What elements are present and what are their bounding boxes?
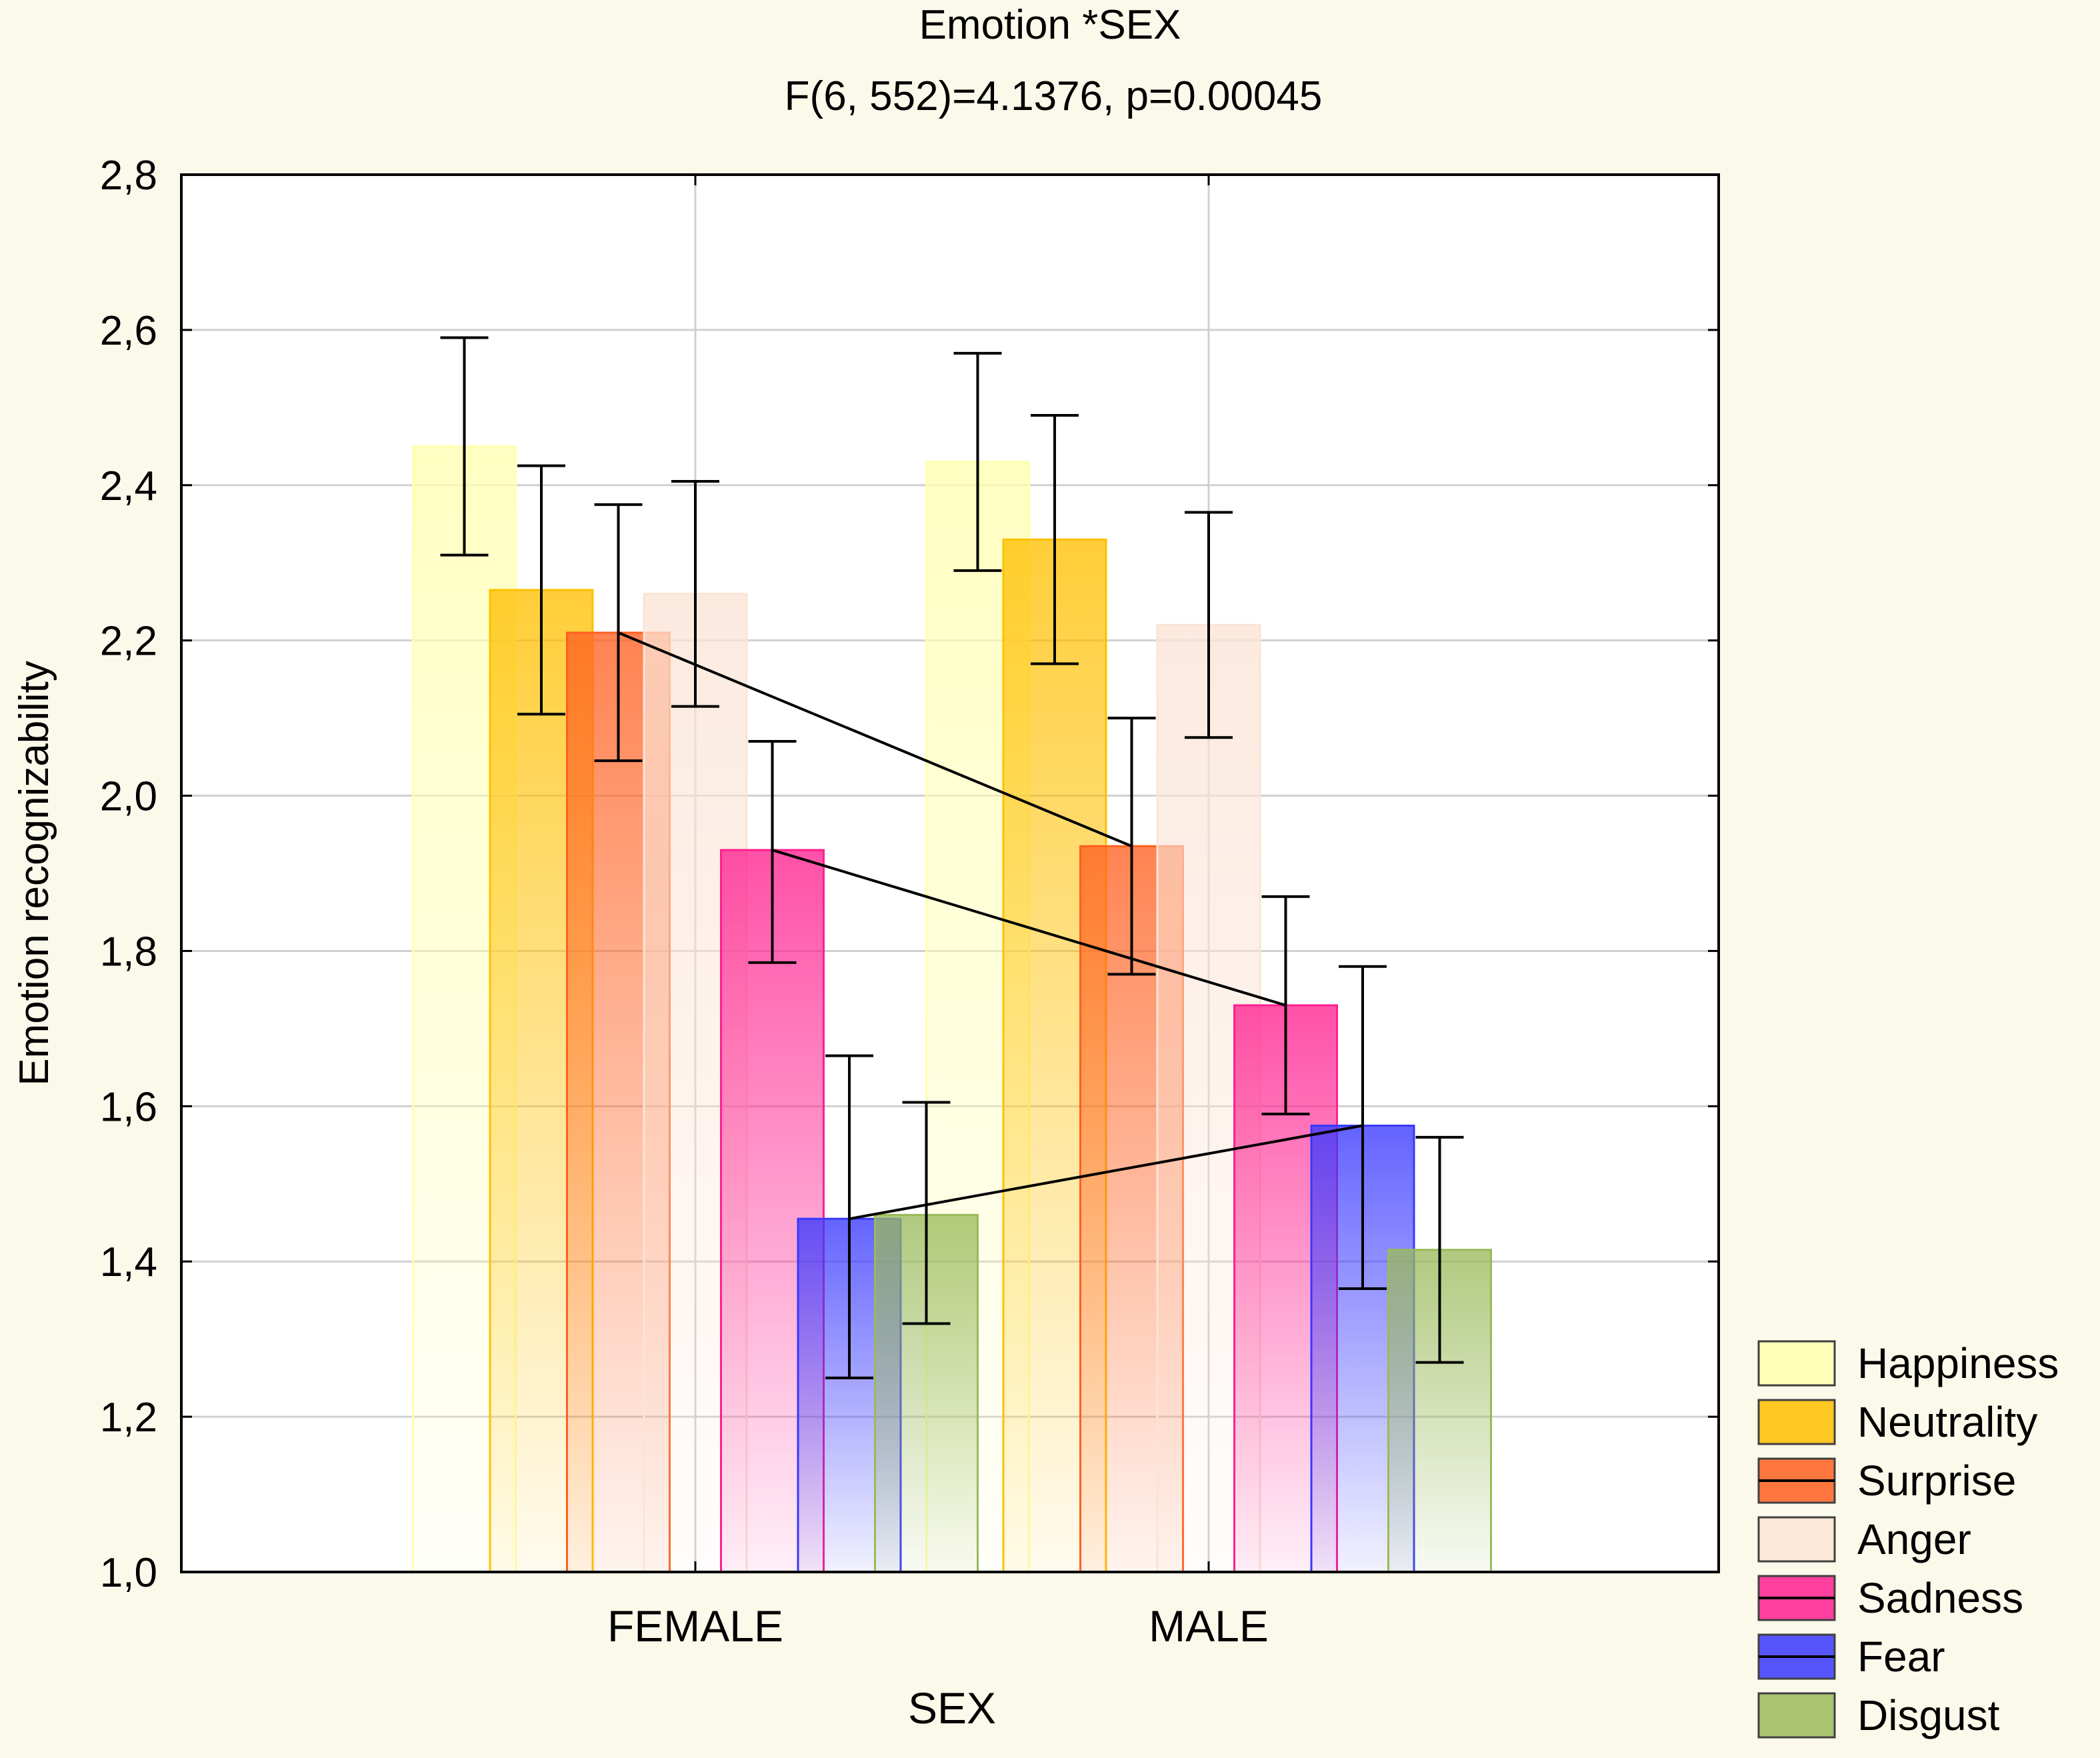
error-bar-fear-female (825, 1054, 873, 1379)
y-tick-label: 2,6 (100, 308, 157, 354)
plot-frame (180, 173, 1720, 1573)
error-bar-anger-female (671, 479, 719, 708)
error-bar-neutrality-female (517, 464, 565, 716)
error-bar-sadness-male (1261, 895, 1310, 1115)
legend-item-disgust: Disgust (1757, 1691, 2000, 1739)
chart-subtitle: F(6, 552)=4.1376, p=0.00045 (785, 73, 1323, 119)
error-bar-happiness-female (440, 336, 489, 557)
legend-label: Disgust (1857, 1691, 2000, 1739)
y-tick-label: 1,2 (100, 1395, 157, 1441)
legend-item-neutrality: Neutrality (1757, 1398, 2037, 1446)
bar-disgust-male (1387, 1249, 1492, 1573)
y-tick-label: 1,4 (100, 1239, 157, 1285)
y-axis-label: Emotion recognizability (11, 661, 57, 1086)
connecting-lines (617, 631, 1363, 1221)
y-tick-label: 2,8 (100, 153, 157, 199)
y-tick-label: 2,2 (100, 619, 157, 665)
y-tick-label: 1,8 (100, 929, 157, 975)
legend-item-fear: Fear (1757, 1633, 1945, 1681)
chart-title: Emotion *SEX (919, 2, 1181, 48)
error-bar-happiness-male (953, 351, 1002, 572)
connector-surprise (617, 631, 1133, 848)
y-tick-label: 1,6 (100, 1084, 157, 1130)
legend: Happiness Neutrality Surprise Anger Sadness F… (1757, 1339, 2059, 1739)
legend-item-surprise: Surprise (1757, 1457, 2016, 1505)
error-bar-anger-male (1185, 511, 1233, 739)
x-axis-label: SEX (908, 1683, 996, 1733)
bars (412, 445, 1492, 1573)
legend-swatch (1757, 1692, 1836, 1739)
legend-item-anger: Anger (1757, 1515, 1971, 1563)
error-bar-disgust-female (902, 1101, 951, 1325)
y-tick-label: 1,0 (100, 1550, 157, 1596)
y-tick-label: 2,0 (100, 774, 157, 820)
error-bars (440, 336, 1464, 1379)
error-bar-fear-male (1339, 965, 1387, 1290)
connector-fear (849, 1124, 1363, 1221)
legend-swatch (1757, 1399, 1836, 1445)
x-tick-label: FEMALE (607, 1601, 783, 1651)
legend-swatch (1757, 1340, 1836, 1387)
y-tick-label: 2,4 (100, 463, 157, 509)
error-bar-sadness-female (748, 740, 797, 964)
legend-label: Sadness (1857, 1574, 2023, 1622)
legend-item-sadness: Sadness (1757, 1574, 2023, 1622)
legend-item-happiness: Happiness (1757, 1339, 2059, 1387)
axes: 1,0 1,2 1,4 1,6 1,8 2,0 2,2 2,4 2,6 2,8 FEMALE MALE (100, 153, 1719, 1651)
error-bar-neutrality-male (1031, 413, 1079, 665)
legend-label: Anger (1857, 1515, 1971, 1563)
legend-swatch (1757, 1516, 1836, 1563)
error-bar-disgust-male (1415, 1135, 1464, 1364)
connector-sadness (771, 849, 1287, 1007)
x-tick-label: MALE (1149, 1601, 1269, 1651)
legend-label: Happiness (1857, 1339, 2059, 1387)
error-bar-surprise-female (594, 503, 643, 763)
legend-label: Fear (1857, 1633, 1945, 1681)
error-bar-surprise-male (1107, 717, 1156, 976)
legend-label: Neutrality (1857, 1398, 2037, 1446)
legend-label: Surprise (1857, 1457, 2016, 1505)
